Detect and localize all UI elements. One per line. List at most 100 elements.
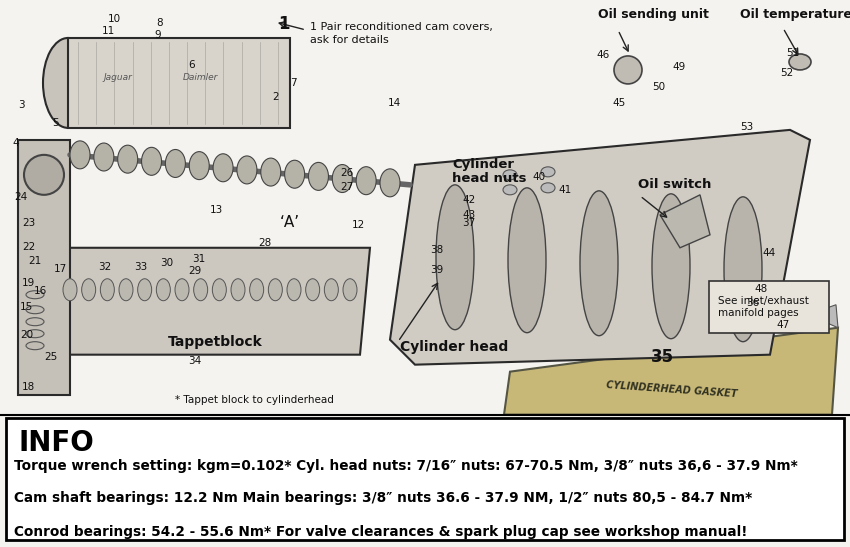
Text: Jaguar: Jaguar — [104, 73, 133, 83]
Ellipse shape — [237, 156, 257, 184]
Ellipse shape — [309, 162, 328, 190]
Text: 19: 19 — [22, 278, 35, 288]
Text: 12: 12 — [352, 220, 366, 230]
Text: 2: 2 — [272, 92, 279, 102]
Ellipse shape — [287, 279, 301, 301]
Ellipse shape — [212, 279, 226, 301]
Text: 43: 43 — [462, 210, 475, 220]
Ellipse shape — [652, 194, 690, 339]
Ellipse shape — [26, 330, 44, 337]
Text: 47: 47 — [776, 319, 790, 330]
Ellipse shape — [26, 342, 44, 350]
Text: 36: 36 — [746, 298, 759, 308]
Text: Cylinder: Cylinder — [452, 158, 514, 171]
Text: INFO: INFO — [19, 428, 94, 457]
Circle shape — [24, 155, 64, 195]
Text: 14: 14 — [388, 98, 401, 108]
Text: ‘A’: ‘A’ — [280, 215, 300, 230]
Ellipse shape — [325, 279, 338, 301]
Text: 27: 27 — [340, 182, 354, 192]
Text: 45: 45 — [612, 98, 626, 108]
Text: 41: 41 — [558, 185, 571, 195]
Polygon shape — [808, 305, 838, 328]
Ellipse shape — [503, 170, 517, 180]
Ellipse shape — [508, 188, 546, 333]
Text: 21: 21 — [28, 256, 42, 266]
Ellipse shape — [63, 279, 77, 301]
Text: manifold pages: manifold pages — [718, 308, 799, 318]
Text: 16: 16 — [34, 286, 48, 296]
Text: 52: 52 — [780, 68, 793, 78]
Text: * Tappet block to cylinderhead: * Tappet block to cylinderhead — [175, 394, 334, 405]
Text: 9: 9 — [154, 30, 161, 40]
Ellipse shape — [789, 54, 811, 70]
Ellipse shape — [43, 38, 93, 128]
Text: 30: 30 — [160, 258, 173, 268]
Text: 20: 20 — [20, 330, 33, 340]
Text: 17: 17 — [54, 264, 67, 274]
Text: 34: 34 — [188, 356, 201, 366]
Ellipse shape — [26, 318, 44, 325]
Text: 28: 28 — [258, 238, 271, 248]
Ellipse shape — [213, 154, 233, 182]
Ellipse shape — [117, 145, 138, 173]
Polygon shape — [18, 140, 70, 394]
Ellipse shape — [356, 167, 377, 195]
Text: head nuts: head nuts — [452, 172, 526, 185]
Text: 18: 18 — [22, 382, 35, 392]
Text: 48: 48 — [754, 284, 768, 294]
Ellipse shape — [503, 185, 517, 195]
Text: Tappetblock: Tappetblock — [168, 335, 263, 348]
Text: 33: 33 — [134, 262, 147, 272]
Ellipse shape — [269, 279, 282, 301]
Ellipse shape — [166, 149, 185, 177]
Text: Oil switch: Oil switch — [638, 178, 711, 191]
Ellipse shape — [724, 197, 762, 342]
Text: 53: 53 — [740, 122, 753, 132]
Polygon shape — [390, 130, 810, 365]
Text: 11: 11 — [102, 26, 116, 36]
Ellipse shape — [100, 279, 115, 301]
Text: Oil sending unit: Oil sending unit — [598, 8, 709, 21]
Ellipse shape — [70, 141, 90, 169]
Text: 23: 23 — [22, 218, 35, 228]
Text: 15: 15 — [20, 302, 33, 312]
FancyBboxPatch shape — [709, 281, 829, 333]
Ellipse shape — [380, 169, 400, 197]
Text: Daimler: Daimler — [182, 73, 218, 83]
Ellipse shape — [261, 158, 280, 186]
Text: 49: 49 — [672, 62, 685, 72]
Ellipse shape — [138, 279, 151, 301]
Text: 8: 8 — [156, 18, 162, 28]
Ellipse shape — [580, 191, 618, 336]
Text: Cylinder head: Cylinder head — [400, 340, 508, 354]
Text: Conrod bearings: 54.2 - 55.6 Nm* For valve clearances & spark plug cap see works: Conrod bearings: 54.2 - 55.6 Nm* For val… — [14, 525, 748, 538]
Text: 3: 3 — [18, 100, 25, 110]
Text: 25: 25 — [44, 352, 57, 362]
Text: 51: 51 — [786, 48, 799, 58]
Ellipse shape — [436, 185, 474, 330]
Ellipse shape — [175, 279, 189, 301]
Ellipse shape — [26, 306, 44, 314]
Ellipse shape — [332, 165, 352, 193]
Text: 35: 35 — [651, 348, 674, 366]
Text: 13: 13 — [210, 205, 224, 215]
Text: 38: 38 — [430, 245, 443, 255]
Text: 10: 10 — [108, 14, 121, 24]
Text: 37: 37 — [462, 218, 475, 228]
Text: See inlet/exhaust: See inlet/exhaust — [718, 296, 809, 306]
Text: 29: 29 — [188, 266, 201, 276]
Text: 7: 7 — [290, 78, 297, 88]
Text: 4: 4 — [12, 138, 19, 148]
Ellipse shape — [119, 279, 133, 301]
Text: 1: 1 — [278, 15, 290, 33]
Text: 24: 24 — [14, 192, 27, 202]
Ellipse shape — [306, 279, 320, 301]
Ellipse shape — [231, 279, 245, 301]
Polygon shape — [504, 328, 838, 415]
Ellipse shape — [285, 160, 304, 188]
Polygon shape — [660, 195, 710, 248]
Ellipse shape — [26, 291, 44, 299]
Text: 26: 26 — [340, 168, 354, 178]
Text: Torque wrench setting: kgm=0.102* Cyl. head nuts: 7/16″ nuts: 67-70.5 Nm, 3/8″ n: Torque wrench setting: kgm=0.102* Cyl. h… — [14, 459, 798, 473]
